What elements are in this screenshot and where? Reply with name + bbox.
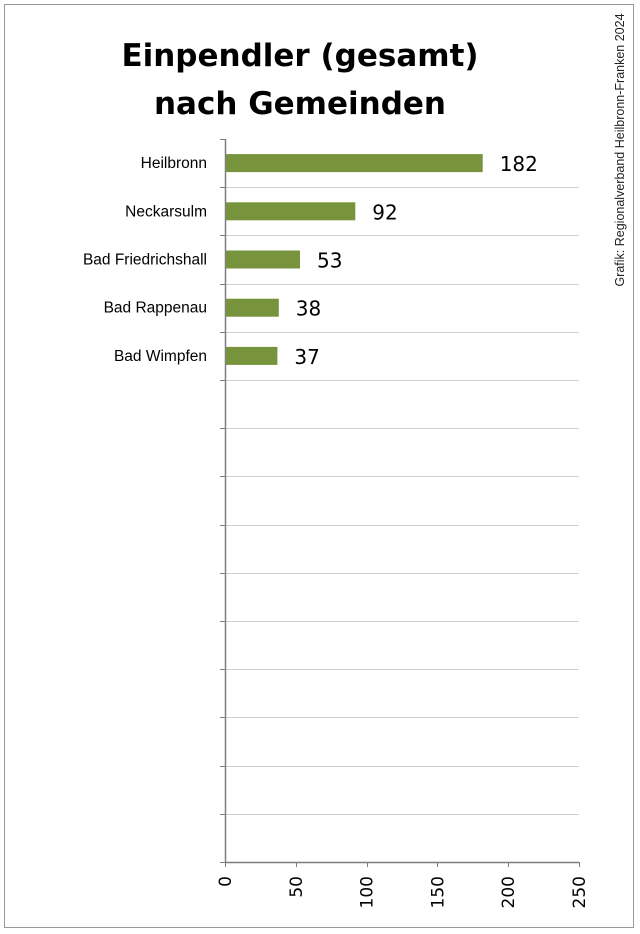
bar bbox=[226, 154, 483, 173]
x-tick-label: 50 bbox=[287, 876, 307, 898]
chart-title-line-2: nach Gemeinden bbox=[153, 86, 446, 122]
category-label: Neckarsulm bbox=[125, 203, 207, 220]
chart-title-line-1: Einpendler (gesamt) bbox=[121, 38, 479, 74]
data-label: 53 bbox=[317, 249, 342, 273]
data-label: 37 bbox=[294, 345, 319, 369]
x-tick-label: 250 bbox=[570, 876, 590, 908]
category-label: Bad Friedrichshall bbox=[83, 252, 207, 269]
bar bbox=[226, 298, 279, 317]
bar bbox=[226, 202, 356, 221]
chart-title: Einpendler (gesamt) nach Gemeinden bbox=[60, 32, 540, 128]
x-tick-label: 100 bbox=[358, 876, 378, 908]
category-label: Bad Rappenau bbox=[104, 300, 207, 317]
x-tick-label: 200 bbox=[499, 876, 519, 908]
bar bbox=[226, 346, 278, 365]
data-label: 92 bbox=[372, 200, 397, 224]
x-tick-label: 150 bbox=[428, 876, 448, 908]
data-label: 38 bbox=[296, 297, 321, 321]
x-tick-label: 0 bbox=[216, 876, 236, 887]
data-label: 182 bbox=[500, 152, 538, 176]
category-label: Bad Wimpfen bbox=[114, 348, 207, 365]
category-label: Heilbronn bbox=[141, 155, 207, 172]
bar bbox=[226, 250, 300, 269]
